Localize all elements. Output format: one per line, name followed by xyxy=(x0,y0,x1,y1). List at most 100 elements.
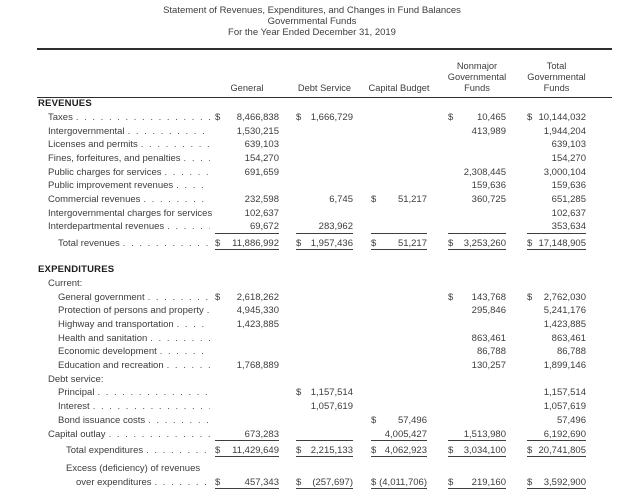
amount-cell-debt-service xyxy=(296,208,353,220)
currency-symbol: $ xyxy=(371,414,377,426)
row-label: Economic development xyxy=(58,346,157,358)
amount-cell-debt-service: 283,962 xyxy=(296,221,353,234)
amount-cell-capital-budget xyxy=(371,126,427,138)
table-row: Health and sanitation 863,461 863,461 xyxy=(37,333,612,347)
currency-symbol: $ xyxy=(215,476,221,488)
amount-value: 51,217 xyxy=(397,194,427,205)
dot-leader xyxy=(141,139,210,151)
amount-cell-general: 69,672 xyxy=(215,221,279,234)
row-label: Debt service: xyxy=(48,373,104,385)
amount-cell-general: 1,768,889 xyxy=(215,360,279,372)
column-header-nonmajor-governmental-funds: Nonmajor Governmental Funds xyxy=(448,61,506,94)
currency-symbol: $ xyxy=(448,444,454,456)
amount-value: 3,034,100 xyxy=(463,444,506,456)
amount-cell-capital-budget xyxy=(371,387,427,399)
row-label-cell: Total revenues xyxy=(37,238,215,250)
amount-cell-total-governmental-funds: 353,634 xyxy=(527,221,586,234)
amount-cell-general xyxy=(215,387,279,399)
amount-value: 11,429,649 xyxy=(232,444,279,456)
currency-symbol: $ xyxy=(296,237,302,249)
amount-cell-capital-budget: $51,217 xyxy=(371,194,427,206)
amount-value: 69,672 xyxy=(249,221,279,233)
row-label: Interest xyxy=(58,401,90,413)
amount-value: 2,308,445 xyxy=(463,166,506,178)
currency-symbol: $ xyxy=(371,237,377,249)
amount-cell-general: $2,618,262 xyxy=(215,292,279,304)
amount-cell-general xyxy=(215,333,279,345)
amount-value: (257,697) xyxy=(312,476,353,488)
amount-cell-general: $457,343 xyxy=(215,477,279,489)
row-label: Intergovernmental charges for services xyxy=(48,207,213,219)
amount-cell-total-governmental-funds: 5,241,176 xyxy=(527,305,586,317)
row-label-cell: Total expenditures xyxy=(37,445,215,457)
amount-cell-general xyxy=(215,346,279,358)
dot-leader xyxy=(167,360,210,372)
amount-cell-debt-service xyxy=(296,126,353,138)
amount-cell-total-governmental-funds: 1,157,514 xyxy=(527,387,586,399)
amount-cell-nonmajor-governmental-funds: 2,308,445 xyxy=(448,167,506,179)
amount-cell-debt-service xyxy=(296,429,353,441)
amount-cell-capital-budget: $ (4,011,706) xyxy=(371,477,427,489)
amount-cell-capital-budget xyxy=(371,112,427,124)
amount-cell-total-governmental-funds: 154,270 xyxy=(527,153,586,165)
amount-value: 1,157,514 xyxy=(543,387,586,399)
column-headers-row: General Debt Service Capital Budget Nonmajo… xyxy=(37,50,612,97)
amount-value: 360,725 xyxy=(471,194,506,205)
dot-leader xyxy=(128,126,210,138)
amount-cell-capital-budget xyxy=(371,221,427,234)
dot-leader xyxy=(155,477,210,489)
amount-value: 4,005,427 xyxy=(384,428,427,440)
amount-cell-debt-service: 1,057,619 xyxy=(296,401,353,413)
row-label-cell: over expenditures xyxy=(37,477,215,489)
statement-period: For the Year Ended December 31, 2019 xyxy=(228,27,396,38)
amount-value: 154,270 xyxy=(244,152,279,164)
amount-cell-debt-service xyxy=(296,415,353,427)
dot-leader xyxy=(207,305,210,317)
amount-cell-nonmajor-governmental-funds xyxy=(448,401,506,413)
amount-cell-debt-service: $2,215,133 xyxy=(296,445,353,458)
amount-value: 1,423,885 xyxy=(236,319,279,330)
currency-symbol: $ xyxy=(215,237,221,249)
row-label-cell: Public charges for services xyxy=(37,167,215,179)
dot-leader xyxy=(93,401,210,413)
dot-leader xyxy=(148,415,210,427)
column-header-line: Capital Budget xyxy=(368,83,430,94)
amount-cell-general: 673,283 xyxy=(215,429,279,441)
amount-value: 57,496 xyxy=(397,414,427,426)
table-row: Commercial revenues 232,598 6,745 $51,217 36… xyxy=(37,194,612,208)
table-row: Current: xyxy=(37,278,612,292)
currency-symbol: $ xyxy=(215,291,221,303)
column-header-debt-service: Debt Service xyxy=(296,83,353,94)
amount-cell-general: $11,429,649 xyxy=(215,444,279,458)
table-row: Total revenues$11,886,992$1,957,436$51,2… xyxy=(37,238,612,252)
amount-cell-total-governmental-funds: 1,057,619 xyxy=(527,401,586,413)
column-header-line: General xyxy=(230,83,264,94)
amount-cell-debt-service xyxy=(296,305,353,317)
table-row: over expenditures$457,343$ (257,697) $(4,0… xyxy=(37,477,612,491)
column-header-line: Debt Service xyxy=(297,83,352,94)
amount-cell-debt-service xyxy=(296,180,353,192)
amount-cell-general: 232,598 xyxy=(215,194,279,206)
amount-cell-nonmajor-governmental-funds: $143,768 xyxy=(448,292,506,304)
amount-cell-total-governmental-funds: $17,148,905 xyxy=(527,238,586,250)
table-row: Total expenditures$11,429,649$2,215,133$… xyxy=(37,445,612,459)
row-label: EXPENDITURES xyxy=(38,264,115,276)
amount-cell-general: 1,423,885 xyxy=(215,319,279,331)
currency-symbol: $ xyxy=(296,387,302,399)
row-label: Taxes xyxy=(48,111,73,123)
amount-value: 10,465 xyxy=(476,111,506,123)
column-header-line: Nonmajor xyxy=(456,61,498,72)
amount-value: 1,666,729 xyxy=(310,111,353,123)
amount-cell-capital-budget xyxy=(371,319,427,331)
amount-cell-total-governmental-funds: 639,103 xyxy=(527,139,586,151)
row-label-cell: Interest xyxy=(37,401,215,413)
currency-symbol: $ xyxy=(448,111,454,123)
amount-value: 232,598 xyxy=(244,194,279,205)
amount-cell-total-governmental-funds: 863,461 xyxy=(527,333,586,345)
amount-cell-general: 154,270 xyxy=(215,153,279,165)
amount-cell-debt-service xyxy=(296,153,353,165)
amount-value: 10,144,032 xyxy=(538,111,586,123)
row-label-cell: REVENUES xyxy=(37,98,215,110)
table-row: Capital outlay 673,283 4,005,427 1,513,980 6… xyxy=(37,429,612,443)
amount-cell-capital-budget: $51,217 xyxy=(371,238,427,250)
